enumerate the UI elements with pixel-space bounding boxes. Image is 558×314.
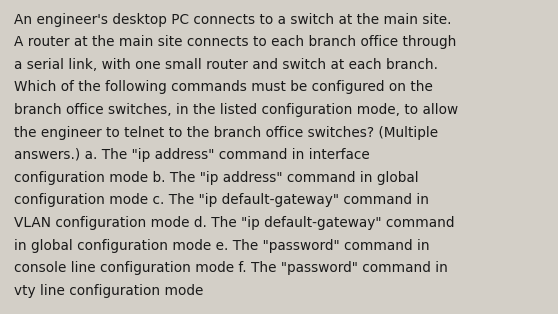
Text: console line configuration mode f. The "password" command in: console line configuration mode f. The "…: [14, 261, 448, 275]
Text: a serial link, with one small router and switch at each branch.: a serial link, with one small router and…: [14, 58, 438, 72]
Text: A router at the main site connects to each branch office through: A router at the main site connects to ea…: [14, 35, 456, 49]
Text: An engineer's desktop PC connects to a switch at the main site.: An engineer's desktop PC connects to a s…: [14, 13, 451, 27]
Text: in global configuration mode e. The "password" command in: in global configuration mode e. The "pas…: [14, 239, 430, 253]
Text: configuration mode c. The "ip default-gateway" command in: configuration mode c. The "ip default-ga…: [14, 193, 429, 208]
Text: configuration mode b. The "ip address" command in global: configuration mode b. The "ip address" c…: [14, 171, 418, 185]
Text: vty line configuration mode: vty line configuration mode: [14, 284, 203, 298]
Text: VLAN configuration mode d. The "ip default-gateway" command: VLAN configuration mode d. The "ip defau…: [14, 216, 454, 230]
Text: the engineer to telnet to the branch office switches? (Multiple: the engineer to telnet to the branch off…: [14, 126, 438, 140]
Text: branch office switches, in the listed configuration mode, to allow: branch office switches, in the listed co…: [14, 103, 458, 117]
Text: answers.) a. The "ip address" command in interface: answers.) a. The "ip address" command in…: [14, 148, 370, 162]
Text: Which of the following commands must be configured on the: Which of the following commands must be …: [14, 80, 433, 95]
